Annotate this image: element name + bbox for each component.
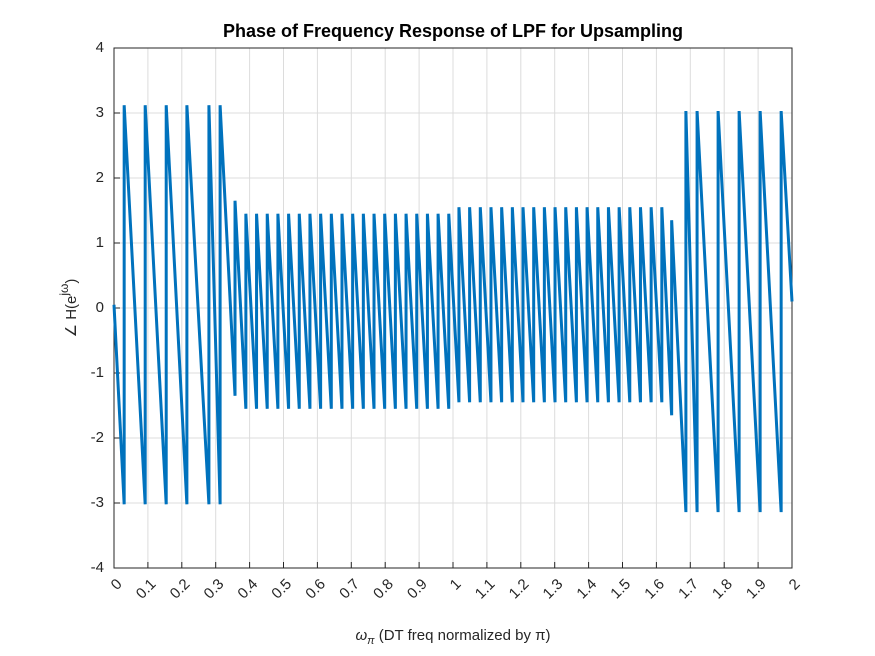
y-tick-label: 4 <box>96 39 104 56</box>
y-label-text: ∠ H(e <box>63 296 80 338</box>
x-tick-label: 1.6 <box>641 576 668 603</box>
y-tick-label: -2 <box>91 429 104 446</box>
x-tick-label: 1.9 <box>743 576 770 603</box>
x-tick-label: 1.8 <box>709 576 736 603</box>
x-tick-label: 0.1 <box>133 576 160 603</box>
x-tick-label: 0.5 <box>268 576 295 603</box>
y-tick-label: -3 <box>91 494 104 511</box>
x-tick-label: 0.8 <box>370 576 397 603</box>
y-tick-label: 0 <box>96 299 104 316</box>
x-tick-label: 0.2 <box>167 576 194 603</box>
y-tick-label: 3 <box>96 104 104 121</box>
x-label-sub: π <box>367 635 375 647</box>
x-tick-label: 1.4 <box>573 576 600 603</box>
x-tick-label: 1.1 <box>472 576 499 603</box>
x-axis-label: ωπ (DT freq normalized by π) <box>355 627 550 647</box>
y-tick-label: 2 <box>96 169 104 186</box>
y-axis-label: ∠ H(ejω) <box>57 279 80 338</box>
chart-title: Phase of Frequency Response of LPF for U… <box>223 21 683 41</box>
x-tick-label: 0.7 <box>336 576 363 603</box>
x-tick-label: 0.3 <box>201 576 228 603</box>
x-label-symbol: ω <box>355 627 367 644</box>
x-tick-label: 1.2 <box>506 576 533 603</box>
x-tick-label: 0.4 <box>234 576 261 603</box>
y-label-end: ) <box>63 279 80 284</box>
x-tick-label: 2 <box>786 576 804 594</box>
x-tick-label: 1 <box>447 576 465 594</box>
x-tick-label: 1.7 <box>675 576 702 603</box>
y-tick-label: -4 <box>91 559 104 576</box>
y-label-sup: jω <box>57 284 71 297</box>
x-tick-label: 1.3 <box>540 576 567 603</box>
y-tick-label: -1 <box>91 364 104 381</box>
x-tick-label: 0 <box>108 576 126 594</box>
x-tick-label: 0.9 <box>404 576 431 603</box>
y-tick-label: 1 <box>96 234 104 251</box>
x-tick-label: 0.6 <box>302 576 329 603</box>
data-line <box>112 105 794 513</box>
x-tick-label: 1.5 <box>607 576 634 603</box>
x-label-text: (DT freq normalized by π) <box>375 627 551 644</box>
